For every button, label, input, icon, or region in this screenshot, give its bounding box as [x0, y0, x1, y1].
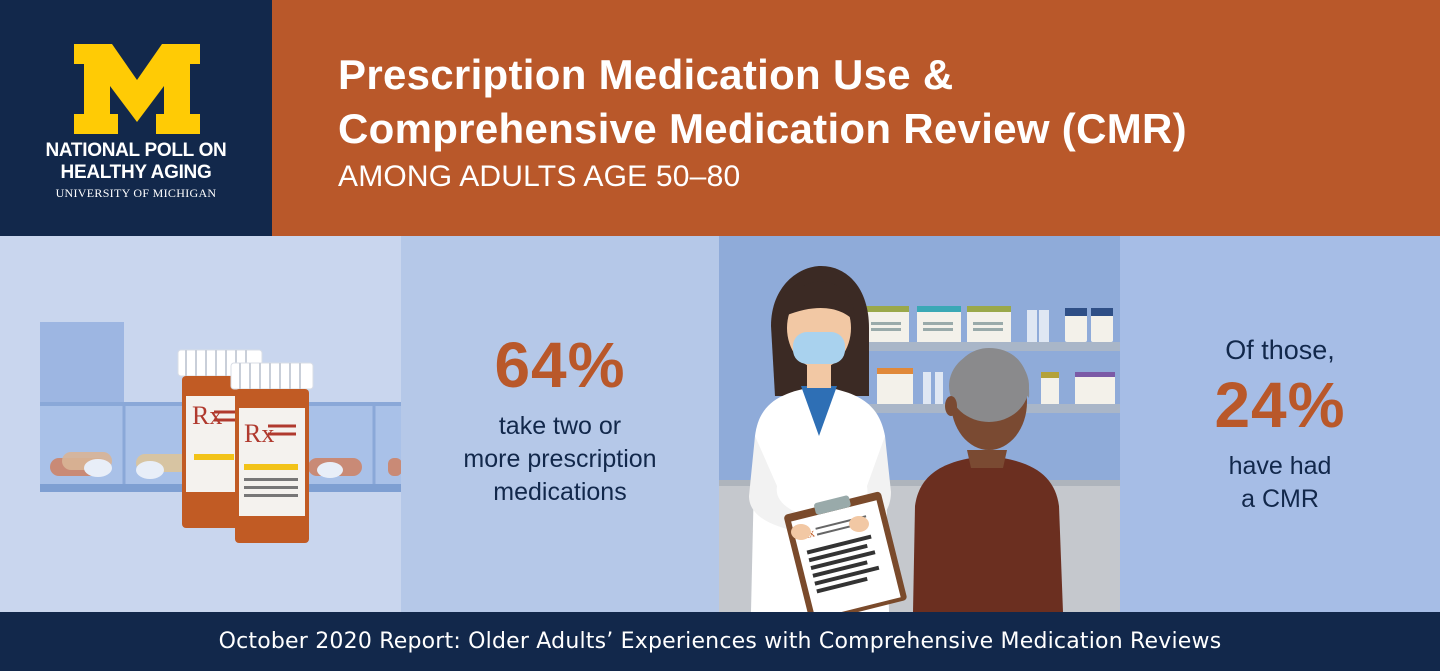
footer-bar: October 2020 Report: Older Adults’ Exper… [0, 612, 1440, 671]
title-line-2: Comprehensive Medication Review (CMR) [338, 105, 1187, 152]
stat-value-24: 24% [1214, 369, 1346, 441]
stat-24-line-1: have had [1228, 452, 1332, 480]
logo-line-2: HEALTHY AGING [60, 162, 212, 183]
page-title: Prescription Medication Use & Comprehens… [338, 48, 1428, 156]
panel-pharmacy-illustration: Rx [719, 236, 1120, 612]
block-m-logo-icon [74, 44, 200, 134]
stat-64-line-2: more prescription [463, 445, 657, 473]
stat-64-line-3: medications [493, 478, 627, 506]
logo-line-1: NATIONAL POLL ON [45, 140, 227, 161]
panel-stat-64: 64% take two or more prescription medica… [401, 236, 719, 612]
stat-24-line-2: a CMR [1241, 485, 1319, 513]
header-banner: Prescription Medication Use & Comprehens… [272, 0, 1440, 236]
patient-icon [913, 348, 1063, 612]
panel-stat-24: Of those, 24% have had a CMR [1120, 236, 1440, 612]
logo-line-3: UNIVERSITY OF MICHIGAN [55, 186, 217, 200]
stat-value-64: 64% [494, 329, 626, 401]
report-caption: October 2020 Report: Older Adults’ Exper… [218, 629, 1222, 654]
stat-64-line-1: take two or [498, 412, 622, 440]
pill-bottle-icon: Rx Rx [177, 349, 314, 543]
panel-pills-illustration: Rx Rx [0, 236, 401, 612]
title-line-1: Prescription Medication Use & [338, 51, 954, 98]
clipboard-icon: Rx [784, 491, 907, 612]
logo-block: NATIONAL POLL ON HEALTHY AGING UNIVERSIT… [0, 0, 272, 236]
stat-24-intro: Of those, [1225, 335, 1335, 365]
page-subtitle: AMONG ADULTS AGE 50–80 [338, 160, 741, 193]
bottle-rx-label-1: Rx [192, 401, 222, 430]
